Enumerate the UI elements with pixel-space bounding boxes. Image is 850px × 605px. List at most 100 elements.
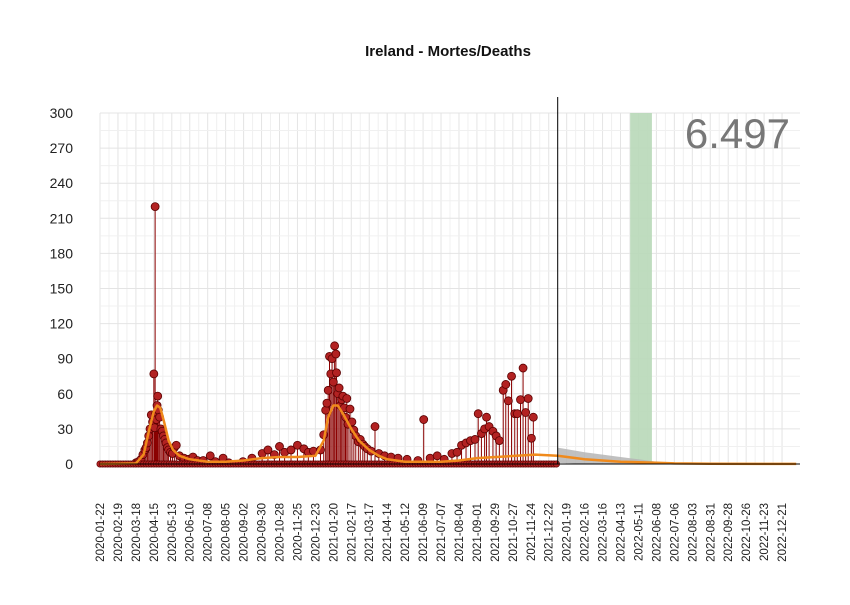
highlight-band: [630, 113, 652, 464]
daily-point: [323, 385, 333, 395]
daily-point: [342, 394, 352, 403]
forecast-band: [557, 447, 797, 464]
daily-point: [523, 394, 533, 403]
daily-point: [507, 371, 516, 381]
y-tick-label: 90: [57, 351, 73, 367]
x-tick-label: 2020-12-23: [310, 503, 322, 562]
x-tick-label: 2020-10-28: [274, 503, 286, 562]
x-tick-label: 2021-04-14: [382, 502, 394, 561]
daily-point: [150, 202, 160, 212]
smoothed-line: [99, 404, 797, 466]
x-tick-label: 2021-09-29: [490, 503, 502, 562]
daily-point: [521, 408, 531, 417]
x-tick-label: 2020-07-08: [203, 503, 215, 562]
x-tick-label: 2021-10-27: [508, 503, 520, 562]
grid-lines: [99, 112, 800, 465]
daily-point: [494, 436, 504, 446]
x-tick-label: 2022-08-03: [687, 503, 699, 562]
x-tick-label: 2022-01-19: [562, 503, 574, 562]
x-tick-label: 2022-02-16: [580, 503, 592, 562]
x-tick-label: 2020-05-13: [167, 503, 179, 562]
x-tick-label: 2021-12-22: [544, 503, 556, 562]
daily-point: [518, 363, 528, 373]
x-tick-label: 2022-11-23: [759, 503, 771, 561]
daily-point: [334, 383, 344, 393]
chart-title: Ireland - Mortes/Deaths: [365, 43, 531, 60]
x-tick-label: 2020-06-10: [185, 503, 197, 562]
y-tick-label: 120: [50, 316, 74, 332]
daily-point: [527, 433, 536, 443]
daily-point: [330, 341, 340, 351]
y-tick-label: 0: [65, 456, 73, 472]
x-tick-label: 2020-02-19: [113, 503, 125, 562]
y-tick-labels: 0 30 60 90 120 150 180 210 240 270 300: [50, 105, 74, 472]
x-tick-label: 2020-11-25: [292, 503, 304, 561]
daily-point: [171, 440, 181, 450]
daily-point: [528, 412, 538, 422]
daily-point: [482, 412, 491, 422]
x-tick-label: 2021-06-09: [418, 503, 430, 562]
y-tick-label: 180: [50, 245, 74, 261]
x-tick-label: 2021-08-04: [454, 502, 466, 561]
x-tick-label: 2022-09-28: [723, 503, 735, 562]
x-tick-label: 2020-03-18: [131, 503, 143, 562]
highlight-rect: [630, 113, 652, 464]
x-tick-label: 2020-04-15: [149, 503, 161, 562]
x-tick-label: 2021-01-20: [328, 503, 340, 562]
x-tick-label: 2021-02-17: [346, 503, 358, 562]
x-tick-label: 2022-07-06: [669, 503, 681, 562]
daily-stems: [135, 206, 534, 464]
x-tick-label: 2021-03-17: [364, 503, 376, 562]
daily-point: [503, 396, 513, 406]
daily-point: [512, 409, 522, 419]
y-tick-label: 270: [50, 140, 74, 156]
x-tick-label: 2022-04-13: [616, 503, 628, 562]
x-tick-label: 2020-01-22: [95, 503, 107, 562]
daily-point: [473, 409, 483, 419]
x-tick-label: 2022-12-21: [777, 503, 789, 562]
x-tick-label: 2021-07-07: [436, 503, 448, 562]
x-tick-label: 2022-03-16: [598, 503, 610, 562]
daily-point: [470, 435, 480, 444]
daily-point: [321, 405, 331, 415]
x-tick-label: 2021-09-01: [472, 503, 484, 562]
daily-point: [419, 415, 429, 424]
daily-point: [322, 398, 332, 408]
daily-point: [501, 380, 511, 389]
x-tick-label: 2022-06-08: [651, 503, 663, 562]
x-tick-label: 2022-05-11: [633, 503, 645, 561]
smoothed-path: [99, 404, 797, 466]
x-tick-label: 2021-05-12: [400, 503, 412, 562]
daily-point: [370, 422, 380, 431]
daily-point: [263, 445, 273, 455]
daily-point: [286, 445, 296, 455]
y-tick-label: 300: [50, 105, 74, 121]
daily-point: [205, 451, 215, 461]
x-tick-label: 2020-09-02: [239, 503, 251, 562]
daily-point: [328, 377, 338, 387]
x-tick-label: 2022-08-31: [705, 503, 717, 562]
axes: [100, 97, 800, 465]
daily-point: [153, 391, 163, 401]
x-tick-label: 2022-10-26: [741, 503, 753, 562]
daily-point: [275, 442, 284, 451]
daily-point: [332, 368, 341, 378]
x-tick-label: 2020-08-05: [221, 503, 233, 562]
y-tick-label: 240: [50, 175, 74, 191]
daily-point: [331, 349, 341, 359]
x-tick-label: 2021-11-24: [526, 502, 538, 561]
y-tick-label: 210: [50, 210, 74, 226]
daily-point: [149, 369, 159, 379]
big-number: 6.497: [685, 110, 790, 157]
y-tick-label: 30: [57, 421, 73, 437]
x-tick-labels: 2020-01-22 2020-02-19 2020-03-18 2020-04-15…: [95, 502, 789, 561]
x-tick-label: 2020-09-30: [257, 503, 269, 562]
daily-point: [516, 395, 525, 405]
daily-point: [432, 451, 442, 461]
forecast-area: [557, 447, 797, 464]
y-tick-label: 150: [50, 281, 74, 297]
daily-point: [345, 404, 355, 414]
daily-point: [452, 447, 462, 457]
